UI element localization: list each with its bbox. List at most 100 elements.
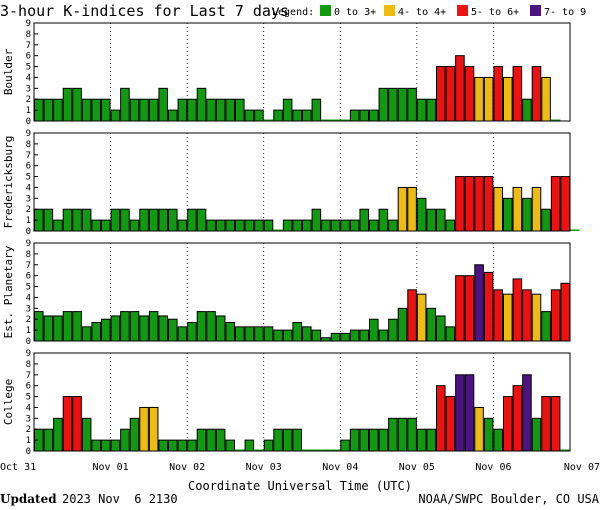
y-tick-label: 7 [26,261,31,271]
bar [129,219,140,232]
source-credit: NOAA/SWPC Boulder, CO USA [418,492,599,506]
bar [263,219,274,232]
bar [493,186,503,232]
bar [369,109,379,122]
bar [359,208,369,232]
bar [62,311,73,342]
bar [321,219,331,232]
bar [282,329,293,342]
bar [426,98,436,122]
x-tick-label: Nov 04 [322,462,358,473]
bar [369,318,379,342]
x-tick-label: Nov 03 [246,462,282,473]
bar [292,109,302,122]
bar [158,208,169,232]
bar [378,208,389,232]
bar [43,98,54,122]
bar [349,428,360,452]
bar [254,326,264,342]
bar [139,208,149,232]
bar [129,311,140,342]
bar [177,98,188,122]
bar [168,208,178,232]
bar [330,219,341,232]
bar [512,278,523,342]
y-tick-label: 3 [26,84,31,94]
bar [254,109,264,122]
bar [196,428,207,452]
updated-label: Updated [0,492,57,506]
y-tick-label: 1 [26,106,31,116]
bar [493,66,503,122]
bar [187,98,197,122]
bar [72,311,82,342]
y-tick-label: 0 [26,117,31,127]
bar [177,326,188,342]
bar [560,449,570,451]
bar [436,385,446,452]
bar [560,282,571,342]
bar [397,307,408,342]
bar [369,428,379,452]
bar [522,374,532,452]
bar [273,329,283,342]
bar [53,219,63,232]
bar [110,315,121,342]
bar [407,289,417,342]
bar [139,315,149,342]
bar [340,439,350,452]
bar [187,321,197,342]
bar [129,98,140,122]
bar [148,311,159,342]
bar [273,109,283,122]
bar [206,311,216,342]
bar [91,439,102,452]
bar [244,219,255,232]
bar [445,396,456,452]
y-tick-label: 6 [26,162,31,172]
y-tick-label: 3 [26,414,31,424]
y-tick-label: 1 [26,436,31,446]
y-tick-label: 7 [26,41,31,51]
bar [378,87,389,122]
y-tick-label: 2 [26,315,31,325]
y-tick-label: 0 [26,337,31,347]
bar [349,109,360,122]
bar [168,318,178,342]
y-tick-label: 2 [26,95,31,105]
bar [244,109,255,122]
bar [531,66,542,122]
legend-swatch [457,5,468,16]
panel-label: College [2,379,15,425]
bar [560,176,571,232]
panel-label: Fredericksburg [2,136,15,229]
bar [503,396,513,452]
bar [53,417,63,452]
bar [302,109,312,122]
bar [436,208,446,232]
legend-swatch [384,5,395,16]
bar [369,219,379,232]
bar [139,98,149,122]
bar [91,321,102,342]
bar [416,98,427,122]
y-tick-label: 8 [26,140,31,150]
bar [225,439,236,452]
bar [148,98,159,122]
bar [62,396,73,452]
bar [436,315,446,342]
bar [445,326,456,342]
bar [512,66,523,122]
bar [292,219,302,232]
bar [101,318,111,342]
bar [110,439,121,452]
bar [91,219,102,232]
bar [187,208,197,232]
bar [158,87,169,122]
bar [101,219,111,232]
bar [464,275,475,342]
bar [455,55,465,122]
bar [349,219,360,232]
